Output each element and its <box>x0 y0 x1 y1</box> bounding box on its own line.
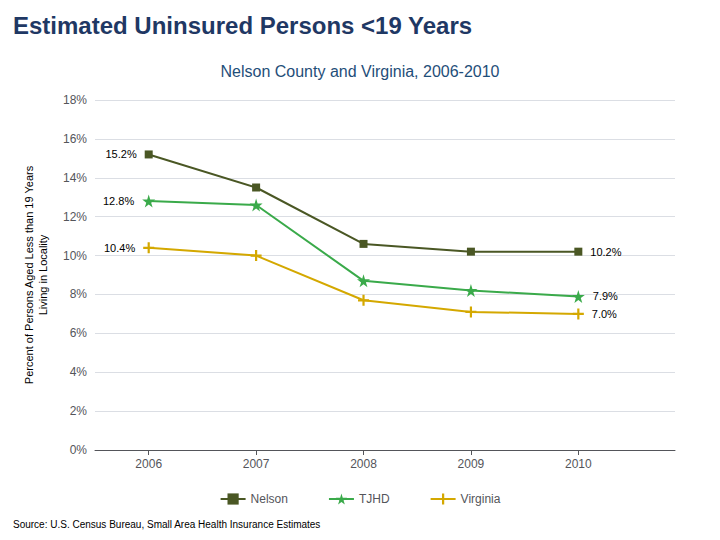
svg-text:14%: 14% <box>63 171 87 185</box>
svg-text:10.2%: 10.2% <box>590 246 621 258</box>
svg-text:7.9%: 7.9% <box>593 290 618 302</box>
svg-text:18%: 18% <box>63 93 87 107</box>
svg-text:2007: 2007 <box>243 457 270 471</box>
svg-text:15.2%: 15.2% <box>106 148 137 160</box>
svg-text:Nelson County and Virginia, 20: Nelson County and Virginia, 2006-2010 <box>220 63 499 80</box>
svg-text:2010: 2010 <box>565 457 592 471</box>
svg-text:10%: 10% <box>63 249 87 263</box>
svg-text:4%: 4% <box>70 365 88 379</box>
svg-text:Source: U.S. Census Bureau, Sm: Source: U.S. Census Bureau, Small Area H… <box>13 519 320 530</box>
svg-text:TJHD: TJHD <box>359 492 390 506</box>
svg-text:8%: 8% <box>70 287 88 301</box>
svg-text:2008: 2008 <box>350 457 377 471</box>
svg-text:12.8%: 12.8% <box>103 195 134 207</box>
svg-text:2009: 2009 <box>458 457 485 471</box>
svg-text:Nelson: Nelson <box>251 492 288 506</box>
svg-text:7.0%: 7.0% <box>592 308 617 320</box>
svg-text:6%: 6% <box>70 326 88 340</box>
svg-text:Percent of Persons Aged Less t: Percent of Persons Aged Less than 19 Yea… <box>23 165 35 384</box>
svg-text:Estimated Uninsured Persons <1: Estimated Uninsured Persons <19 Years <box>13 12 472 39</box>
svg-text:2%: 2% <box>70 404 88 418</box>
svg-text:2006: 2006 <box>135 457 162 471</box>
svg-text:Living in Locality: Living in Locality <box>37 234 49 315</box>
svg-text:12%: 12% <box>63 210 87 224</box>
svg-text:0%: 0% <box>70 443 88 457</box>
svg-text:Virginia: Virginia <box>461 492 501 506</box>
svg-text:10.4%: 10.4% <box>104 242 135 254</box>
svg-text:16%: 16% <box>63 132 87 146</box>
